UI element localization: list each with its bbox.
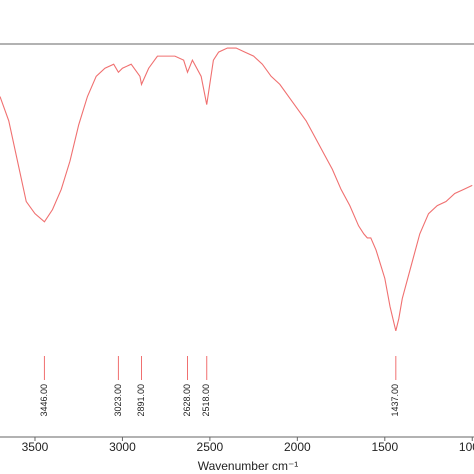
x-tick-label: 2500 (197, 440, 224, 454)
peak-label: 2518.00 (201, 384, 211, 417)
x-tick-label: 2000 (284, 440, 311, 454)
peak-label: 3446.00 (39, 384, 49, 417)
x-axis-title: Wavenumber cm⁻¹ (198, 459, 299, 473)
x-tick-label: 1500 (371, 440, 398, 454)
peak-label: 2891.00 (136, 384, 146, 417)
x-tick-label: 1000 (459, 440, 474, 454)
spectrum-line (0, 47, 473, 331)
peak-label: 1437.00 (390, 384, 400, 417)
x-tick-label: 3000 (109, 440, 136, 454)
peak-label: 3023.00 (113, 384, 123, 417)
peak-label: 2628.00 (182, 384, 192, 417)
x-tick-label: 3500 (22, 440, 49, 454)
